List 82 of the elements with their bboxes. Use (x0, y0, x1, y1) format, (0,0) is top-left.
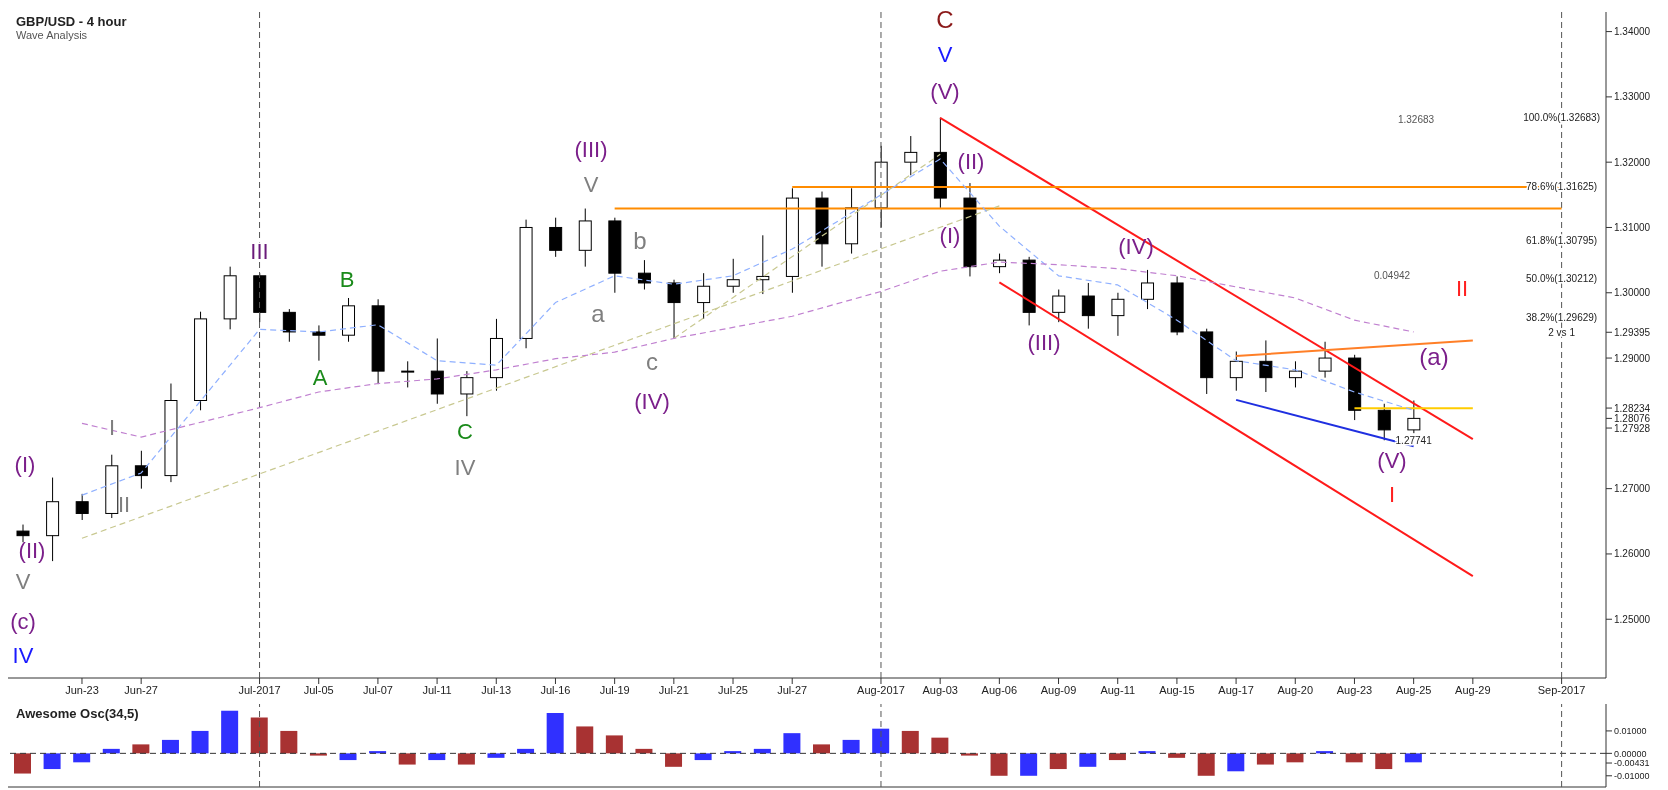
annotation: 38.2%(1.29629) (1526, 311, 1598, 323)
x-tick-label: Jul-07 (362, 683, 393, 696)
annotation: C (457, 419, 473, 444)
x-tick-label: Jul-05 (303, 683, 334, 696)
y-tick-label: 1.28234 (1614, 402, 1651, 414)
y-tick-label: 1.33000 (1614, 91, 1651, 103)
annotation: I (1388, 482, 1396, 507)
y-tick-label: 1.31000 (1614, 222, 1651, 234)
annotation: (II) (18, 538, 46, 563)
x-tick-label: Jul-25 (718, 683, 748, 696)
x-tick-label: Aug-06 (981, 683, 1018, 696)
y-tick-label: 1.25000 (1614, 613, 1651, 625)
y-tick-label: 1.28076 (1614, 412, 1651, 424)
annotation: (IV) (1118, 234, 1154, 259)
x-tick-label: Aug-09 (1040, 683, 1077, 696)
annotation: V (583, 172, 599, 197)
x-tick-label: Aug-2017 (857, 683, 905, 696)
annotation: c (646, 348, 658, 375)
x-tick-label: Aug-20 (1277, 683, 1314, 696)
annotation: (III) (574, 137, 608, 162)
x-tick-label: Jun-27 (124, 683, 158, 696)
y-tick-label: 1.29395 (1614, 326, 1651, 338)
x-tick-label: Aug-25 (1395, 683, 1432, 696)
annotation: (V) (930, 79, 960, 104)
x-tick-label: Jun-23 (65, 683, 99, 696)
text: Wave Analysis (16, 29, 89, 41)
y-tick-label: -0.00431 (1614, 758, 1650, 769)
y-tick-label: 1.27000 (1614, 483, 1651, 495)
annotation: (IV) (634, 389, 670, 414)
annotation: C (936, 6, 954, 33)
y-tick-label: 1.32000 (1614, 156, 1651, 168)
x-tick-label: Sep-2017 (1537, 683, 1586, 696)
y-tick-label: 0.01000 (1614, 726, 1647, 737)
annotation: 2 vs 1 (1548, 326, 1576, 338)
annotation: 100.0%(1.32683) (1523, 112, 1600, 124)
x-tick-label: Aug-15 (1159, 683, 1195, 696)
y-tick-label: 1.30000 (1614, 287, 1651, 299)
annotation: 78.6%(1.31625) (1526, 181, 1598, 193)
x-tick-label: Jul-21 (658, 683, 689, 696)
chart-title: Awesome Osc(34,5) (16, 706, 139, 721)
annotation: b (633, 227, 647, 254)
annotation: (III) (1027, 330, 1061, 355)
y-tick-label: 1.27928 (1614, 422, 1651, 434)
annotation: (c) (10, 609, 36, 634)
annotation: (I) (14, 452, 36, 477)
annotation: 0.04942 (1373, 270, 1411, 281)
annotation: V (15, 569, 31, 594)
x-tick-label: Aug-17 (1218, 683, 1254, 696)
annotation: V (937, 42, 953, 67)
annotation: (V) (1377, 448, 1407, 473)
x-tick-label: Jul-13 (481, 683, 512, 696)
y-tick-label: 1.34000 (1614, 26, 1651, 38)
annotation: (II) (957, 149, 985, 174)
x-tick-label: Aug-23 (1336, 683, 1373, 696)
x-tick-label: Aug-29 (1455, 683, 1491, 696)
annotation: B (339, 267, 355, 292)
y-tick-label: 0.00000 (1614, 748, 1647, 759)
annotation: (a) (1419, 343, 1449, 370)
x-tick-label: Jul-2017 (238, 683, 281, 696)
y-tick-label: 1.29000 (1614, 352, 1651, 364)
chart-title: GBP/USD - 4 hour (16, 14, 127, 29)
x-tick-label: Jul-19 (599, 683, 630, 696)
annotation: III (250, 238, 269, 264)
annotation: II (117, 492, 131, 517)
x-tick-label: Jul-16 (540, 683, 571, 696)
x-tick-label: Jul-27 (777, 683, 808, 696)
annotation: A (312, 365, 328, 390)
annotation: a (591, 300, 605, 327)
annotation: 1.27741 (1395, 434, 1433, 446)
x-tick-label: Jul-11 (422, 683, 452, 696)
annotation: 61.8%(1.30795) (1526, 235, 1598, 247)
x-tick-label: Aug-11 (1100, 683, 1136, 696)
annotation: II (1455, 276, 1469, 301)
annotation: (I) (939, 223, 961, 248)
x-tick-label: Aug-03 (922, 683, 958, 696)
y-tick-label: -0.01000 (1614, 770, 1650, 781)
annotation: I (108, 415, 116, 440)
y-tick-label: 1.26000 (1614, 548, 1651, 560)
annotation: 1.32683 (1397, 114, 1435, 125)
annotation: IV (454, 455, 476, 480)
annotation: 50.0%(1.30212) (1526, 273, 1598, 285)
annotation: IV (12, 643, 34, 668)
